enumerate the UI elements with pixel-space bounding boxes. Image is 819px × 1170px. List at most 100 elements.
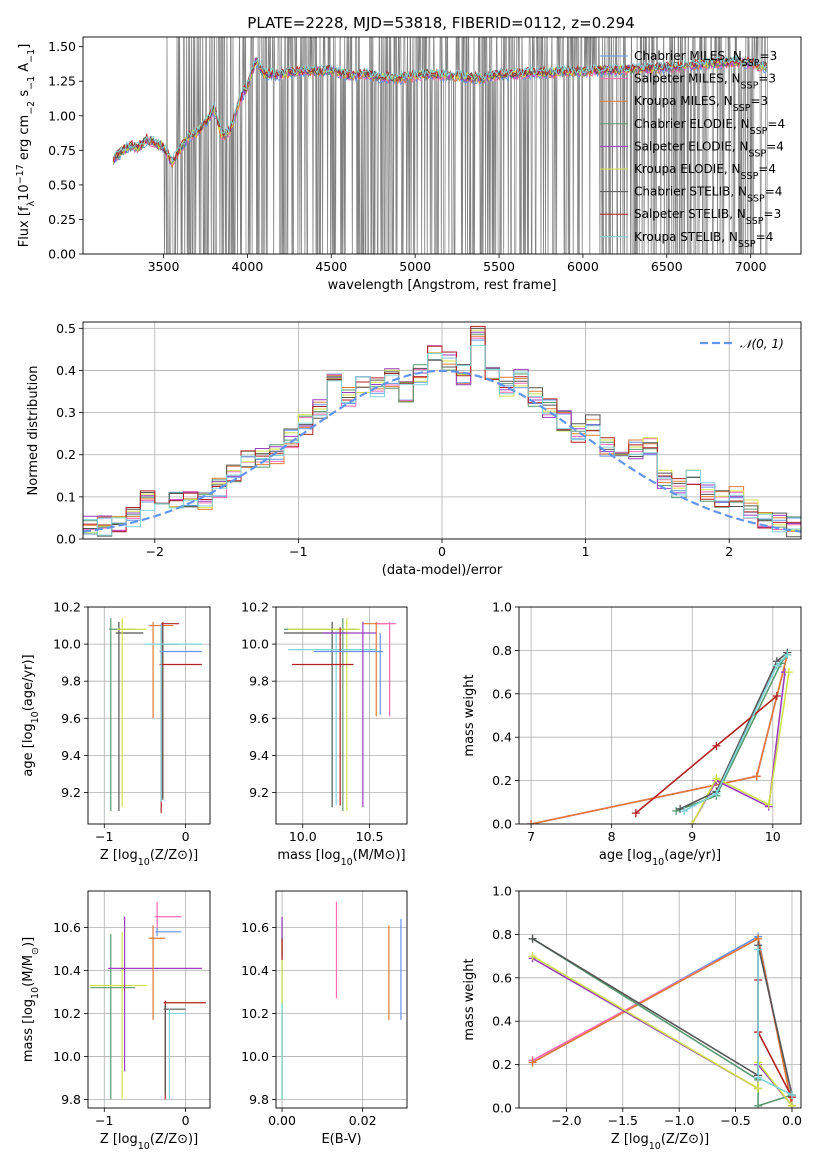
y-axis-label: mass weight [462,958,477,1040]
label-part: Salpeter STELIB, N [634,207,746,221]
label-part: =3 [750,94,768,108]
label-part: (age/yr)] [664,848,721,863]
label-part: =3 [760,49,778,63]
axes-frame [275,606,408,825]
y-axis-label: Flux [fλ10−17 erg cm−2 s−1 A−1] [15,44,37,248]
axes-frame [518,606,802,825]
y-tick-label: 9.4 [249,748,269,763]
y-tick-label: 0.0 [492,1101,512,1116]
panel-mass-vs-Z: −1 09.810.010.210.410.6Z [log10(Z/Z⊙)]mas… [21,890,211,1152]
label-part: −17 [15,164,26,184]
label-part: A [17,63,32,76]
y-tick-label: 9.8 [249,674,269,689]
y-tick-label: 0.8 [492,643,512,658]
label-part: Z [log [100,848,138,863]
x-tick-label: 4000 [231,259,263,274]
label-part: Z [log [611,1132,649,1147]
label-part: =4 [765,185,783,199]
y-tick-label: 10.0 [53,1049,81,1064]
y-axis-label: mass [log10(M/M⊙)] [21,937,41,1062]
histogram-step [83,345,801,539]
massweight-marker [764,800,773,809]
label-part: SSP [741,80,759,91]
label-part: 10 [138,1141,150,1152]
label-part: (Z/Z [150,1132,177,1147]
axes-frame [275,890,408,1109]
massweight-marker [772,661,781,670]
y-tick-label: 0.6 [492,970,512,985]
massweight-marker [772,691,781,700]
y-tick-label: 9.4 [61,748,81,763]
label-part: SSP [738,238,756,249]
plot-area [276,607,407,824]
y-tick-label: 1.50 [48,39,76,54]
label-part: ⊙ [688,1132,699,1147]
massweight-line [679,651,788,810]
massweight-marker [787,1101,796,1108]
plot-area [88,607,210,824]
label-part: =3 [764,207,782,221]
x-tick-label: −2.0 [551,1113,581,1128]
panel-spectrum: 3500 4000 4500 5000 5500 6000 6500 7000 0.00 0.25… [15,14,802,293]
label-part: 10 [30,987,41,999]
y-tick-label: 9.8 [249,1092,269,1107]
plot-area [519,891,801,1108]
x-tick-label: 0 [182,1113,190,1128]
x-axis-label: E(B-V) [321,1132,361,1147]
y-tick-label: 0.0 [56,532,76,547]
y-tick-label: 10.2 [241,1006,269,1021]
legend-entry: Chabrier MILES, NSSP=3 [634,49,777,69]
x-tick-label: 10 [765,829,781,844]
x-tick-label: −0.5 [720,1113,750,1128]
x-axis-label: Z [log10(Z/Z⊙)] [100,848,198,868]
label-part: mass [log [21,999,36,1062]
massweight-line [530,654,789,824]
label-part: SSP [733,103,751,114]
axes-frame [82,321,802,540]
massweight-line [530,654,789,824]
label-part: SSP [747,193,765,204]
label-part: mass [log [277,848,340,863]
x-axis-label: wavelength [Angstrom, rest frame] [328,278,557,293]
plot-area [112,37,768,254]
massweight-marker [712,741,721,750]
label-part: =4 [766,139,784,153]
label-part: Z [log [100,1132,138,1147]
massweight-line [530,654,789,824]
massweight-marker [680,806,689,815]
y-axis-label: mass weight [462,674,477,756]
y-tick-label: 10.4 [53,963,81,978]
label-part: Flux [f [17,206,32,247]
y-tick-label: 0.2 [492,1057,512,1072]
label-part: )] [188,848,198,863]
label-part: SSP [748,148,766,159]
massweight-marker [784,668,793,677]
axes-frame [518,890,802,1109]
label-part: age [log [599,848,652,863]
label-part: SSP [750,125,768,136]
label-part: ⊙ [177,848,188,863]
label-part: 10 [649,1141,661,1152]
massweight-marker [676,804,685,813]
massweight-marker [752,772,761,781]
legend-entry: Kroupa ELODIE, NSSP=4 [634,162,776,182]
x-tick-label: 0.02 [349,1113,377,1128]
x-axis-label: Z [log10(Z/Z⊙)] [611,1132,709,1152]
label-part: 10 [341,857,353,868]
massweight-line [683,654,788,812]
label-part: SSP [741,171,759,182]
y-tick-label: 0.6 [492,686,512,701]
panel-residuals: −2 −1 0 1 2 0.0 0.1 0.2 0.3 0.4 0.5 𝒩(0, 1) (data-mo… [26,321,802,578]
legend-entry: Kroupa MILES, NSSP=3 [634,94,768,114]
massweight-marker [672,806,681,815]
y-tick-label: 0.50 [48,177,76,192]
label-part: 10 [652,857,664,868]
label-part: (M/M [353,848,385,863]
model-spectrum-line [112,55,767,162]
massweight-marker [631,809,640,818]
x-tick-label: 7000 [735,259,767,274]
x-axis-label: mass [log10(M/M⊙)] [277,848,405,868]
label-part: erg cm [17,115,32,164]
